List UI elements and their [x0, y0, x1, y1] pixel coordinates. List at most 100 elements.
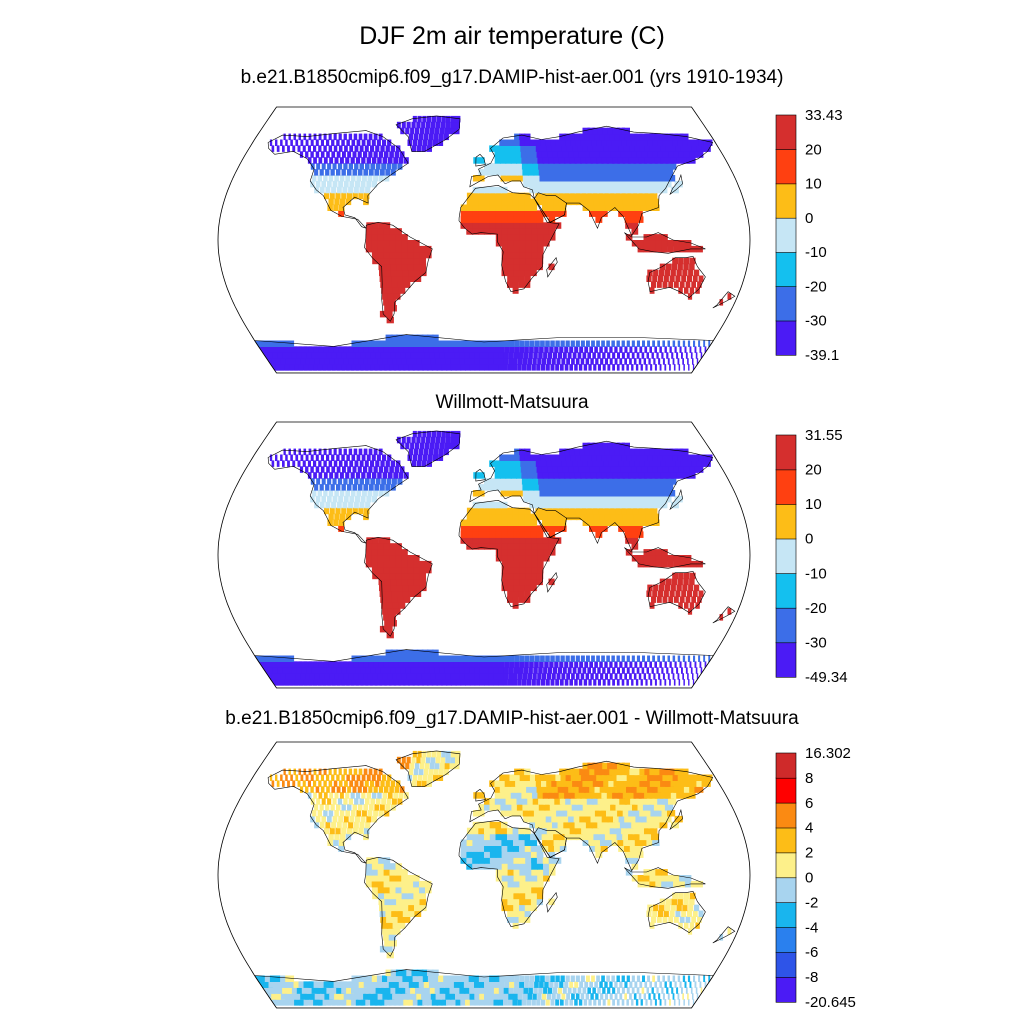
grid-cell	[505, 157, 512, 164]
grid-cell	[389, 892, 397, 900]
grid-cell	[597, 364, 601, 371]
grid-cell	[336, 151, 341, 158]
grid-cell	[384, 892, 391, 900]
grid-cell	[689, 287, 695, 294]
grid-cell	[458, 981, 465, 988]
grid-cell	[382, 358, 390, 365]
grid-cell	[614, 661, 618, 668]
grid-cell	[346, 454, 350, 461]
grid-cell	[621, 762, 630, 770]
grid-cell	[320, 786, 325, 793]
grid-cell	[433, 661, 441, 668]
grid-cell	[501, 851, 509, 858]
grid-cell	[334, 472, 339, 479]
grid-cell	[666, 352, 669, 359]
grid-cell	[605, 466, 613, 473]
grid-cell	[528, 810, 536, 817]
grid-cell	[556, 993, 561, 1000]
grid-cell	[387, 928, 395, 935]
grid-cell	[454, 352, 461, 359]
grid-cell	[594, 133, 602, 141]
grid-cell	[615, 466, 624, 473]
grid-cell	[455, 750, 461, 758]
grid-cell	[594, 525, 602, 532]
grid-cell	[615, 484, 624, 491]
grid-cell	[303, 346, 313, 353]
grid-cell	[313, 768, 317, 776]
grid-cell	[519, 904, 526, 912]
grid-cell	[569, 999, 573, 1006]
grid-cell	[659, 578, 666, 586]
grid-cell	[394, 151, 400, 158]
grid-cell	[342, 151, 346, 158]
grid-cell	[396, 584, 404, 592]
grid-cell	[359, 780, 364, 787]
grid-cell	[605, 204, 613, 211]
grid-cell	[269, 454, 273, 461]
grid-cell	[381, 798, 386, 805]
grid-cell	[501, 222, 509, 229]
grid-cell	[644, 507, 652, 515]
grid-cell	[305, 993, 314, 1000]
grid-cell	[424, 352, 432, 359]
grid-cell	[478, 501, 485, 509]
grid-cell	[478, 228, 485, 235]
grid-cell	[290, 139, 293, 146]
grid-cell	[564, 192, 571, 200]
grid-cell	[362, 490, 367, 497]
grid-cell	[376, 454, 381, 461]
grid-cell	[511, 804, 518, 811]
grid-cell	[338, 845, 344, 852]
grid-cell	[443, 655, 450, 662]
grid-cell	[436, 999, 443, 1006]
grid-cell	[588, 804, 596, 811]
grid-cell	[565, 655, 570, 662]
grid-cell	[673, 466, 683, 473]
grid-cell	[591, 975, 595, 982]
coastline-southAmerica	[364, 221, 433, 322]
grid-cell	[654, 448, 663, 456]
grid-cell	[569, 768, 577, 776]
grid-cell	[626, 169, 635, 176]
grid-cell	[553, 352, 558, 359]
grid-cell	[650, 679, 653, 686]
grid-cell	[555, 484, 563, 491]
grid-cell	[305, 454, 309, 461]
grid-cell	[662, 466, 672, 473]
grid-cell	[303, 364, 313, 371]
grid-cell	[407, 880, 414, 888]
grid-cell	[575, 358, 580, 365]
grid-cell	[587, 352, 591, 359]
grid-cell	[689, 661, 692, 668]
grid-cell	[406, 649, 414, 657]
grid-cell	[647, 655, 650, 662]
colorbar-swatch	[775, 320, 797, 356]
grid-cell	[626, 975, 630, 982]
grid-cell	[501, 833, 508, 841]
grid-cell	[676, 667, 679, 674]
grid-cell	[373, 175, 379, 182]
grid-cell	[606, 175, 614, 182]
grid-cell	[572, 780, 580, 787]
grid-cell	[399, 786, 405, 793]
colorbar-tick-label: -30	[805, 313, 827, 330]
grid-cell	[633, 810, 642, 817]
grid-cell	[419, 572, 426, 580]
grid-cell	[493, 673, 499, 680]
grid-cell	[420, 127, 425, 135]
grid-cell	[565, 454, 573, 461]
grid-cell	[413, 875, 420, 882]
grid-cell	[550, 139, 558, 146]
grid-cell	[615, 169, 624, 176]
grid-cell	[546, 460, 553, 467]
grid-cell	[672, 572, 678, 580]
grid-cell	[570, 454, 578, 461]
grid-cell	[543, 228, 550, 235]
grid-cell	[639, 981, 643, 988]
grid-cell	[465, 364, 471, 371]
grid-cell	[402, 590, 410, 597]
grid-cell	[518, 839, 526, 846]
grid-cell	[548, 987, 553, 994]
grid-cell	[370, 999, 378, 1006]
grid-cell	[460, 537, 467, 544]
